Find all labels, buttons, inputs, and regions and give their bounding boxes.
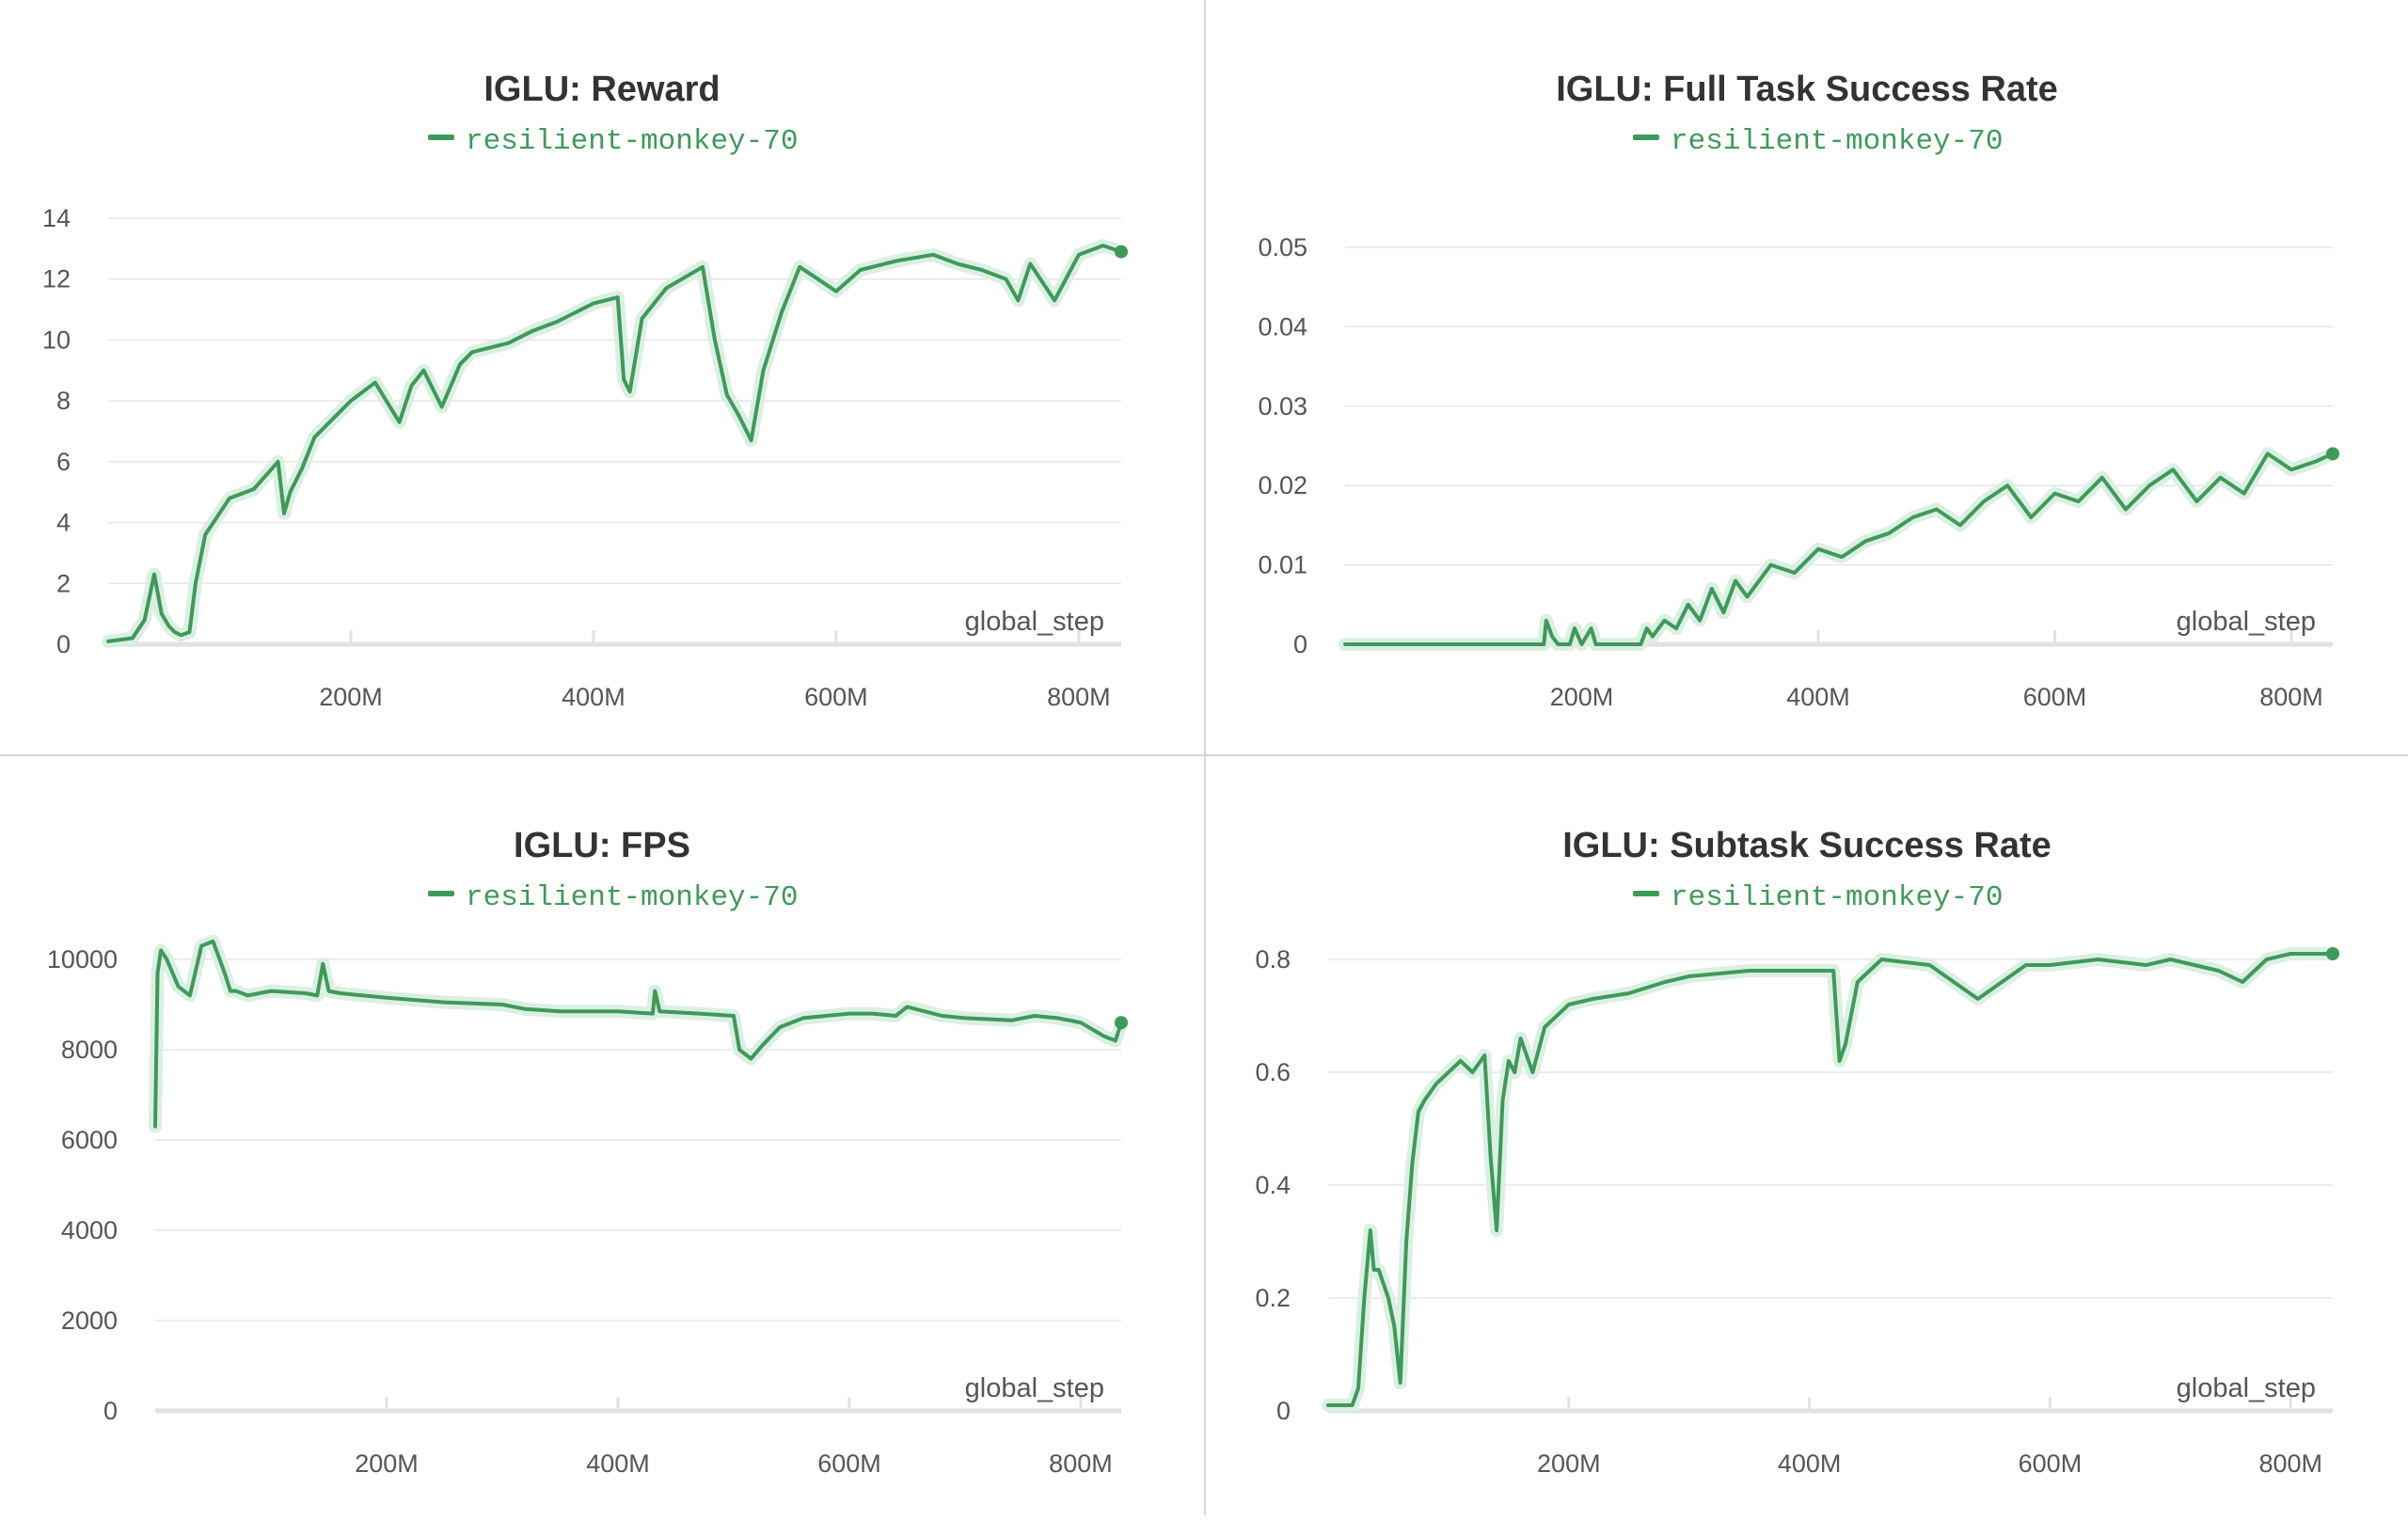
horizontal-divider [0,754,2408,756]
chart-1-y-tick-label: 0.02 [1258,471,1307,499]
chart-0-series-band [102,239,1128,648]
chart-2-y-tick-label: 8000 [61,1036,118,1064]
chart-3-x-axis-label: global_step [2177,1373,2316,1403]
chart-fps: IGLU: FPS resilient-monkey-70 0 2000 4000 600… [47,826,1128,1478]
chart-0-x-tick-label: 800M [1047,683,1111,711]
chart-3-legend-label: resilient-monkey-70 [1671,881,2003,914]
chart-1-series-line-resilient-monkey-70[interactable] [1343,451,2335,646]
panel-full-task-success-rate: IGLU: Full Task Success Rate resilient-mo… [1206,0,2408,754]
chart-2-y-tick-label: 6000 [61,1126,118,1154]
chart-0-series-line-resilient-monkey-70[interactable] [106,244,1123,643]
chart-0-x-axis-label: global_step [965,607,1104,637]
chart-2-x-axis-label: global_step [965,1373,1104,1403]
chart-2-x-tick-label: 800M [1049,1449,1113,1478]
chart-0-y-tick-label: 10 [42,325,71,354]
chart-2-x-tick-label: 600M [817,1449,881,1478]
chart-1-y-tick-label: 0 [1293,630,1307,658]
chart-0-x-tick-label: 600M [804,683,868,711]
chart-0-y-tick-label: 2 [56,569,71,597]
legend-swatch-icon [428,891,454,896]
chart-1-x-tick-label: 200M [1550,683,1614,711]
chart-3-x-tick-label: 600M [2019,1449,2083,1478]
chart-2-x-tick-label: 200M [355,1449,419,1478]
chart-0-y-tick-label: 4 [56,509,71,537]
chart-2-title: IGLU: FPS [514,826,690,865]
chart-2-y-tick-label: 0 [103,1397,118,1425]
chart-3-y-tick-label: 0.8 [1255,945,1291,974]
chart-reward: IGLU: Reward resilient-monkey-70 0 2 4 6 8 10 12… [42,70,1128,711]
chart-2-y-tick-label: 4000 [61,1216,118,1244]
chart-0-y-tick-label: 14 [42,204,71,232]
chart-3-x-tick-label: 800M [2258,1449,2322,1478]
chart-1-x-tick-label: 800M [2259,683,2323,711]
chart-2-x-tick-label: 400M [586,1449,650,1478]
chart-3-y-tick-label: 0 [1276,1397,1291,1425]
chart-1-x-axis-label: global_step [2177,607,2316,637]
chart-3-x-tick-label: 200M [1537,1449,1601,1478]
panel-subtask-success-rate: IGLU: Subtask Success Rate resilient-monk… [1206,756,2408,1515]
chart-1-title: IGLU: Full Task Success Rate [1556,70,2058,109]
legend-swatch-icon [1633,891,1659,896]
legend-swatch-icon [428,135,454,140]
chart-0-y-tick-label: 12 [42,265,71,293]
vertical-divider [1204,0,1206,1515]
chart-0-series-end-point[interactable] [1115,245,1128,259]
chart-2-series-band [149,934,1128,1133]
chart-3-y-tick-label: 0.4 [1255,1171,1291,1199]
chart-3-legend-item[interactable]: resilient-monkey-70 [1633,881,2003,914]
chart-1-x-tick-label: 400M [1786,683,1850,711]
chart-2-series-end-point[interactable] [1115,1016,1128,1030]
chart-2-legend-label: resilient-monkey-70 [466,881,798,914]
chart-3-series-end-point[interactable] [2326,947,2339,960]
chart-1-y-tick-label: 0.03 [1258,392,1307,420]
chart-subtask-success-rate: IGLU: Subtask Success Rate resilient-monk… [1255,826,2339,1478]
chart-3-series-band [1322,947,2339,1412]
chart-full-task-success-rate: IGLU: Full Task Success Rate resilient-mo… [1258,70,2339,711]
chart-0-x-tick-label: 200M [319,683,383,711]
chart-3-y-tick-label: 0.2 [1255,1284,1291,1312]
chart-0-legend-item[interactable]: resilient-monkey-70 [428,125,798,158]
chart-2-series-line-resilient-monkey-70[interactable] [153,939,1123,1129]
chart-1-y-tick-label: 0.05 [1258,233,1307,261]
chart-0-legend-label: resilient-monkey-70 [466,125,798,158]
chart-0-y-tick-label: 6 [56,448,71,476]
chart-3-x-tick-label: 400M [1778,1449,1842,1478]
chart-2-y-tick-label: 10000 [47,945,118,974]
chart-2-y-tick-label: 2000 [61,1306,118,1335]
legend-swatch-icon [1633,135,1659,140]
chart-3-series-line-resilient-monkey-70[interactable] [1326,952,2335,1407]
chart-3-title: IGLU: Subtask Success Rate [1562,826,2052,865]
chart-1-y-tick-label: 0.04 [1258,312,1307,340]
chart-1-legend-label: resilient-monkey-70 [1671,125,2003,158]
chart-1-series-end-point[interactable] [2326,447,2339,461]
chart-2-legend-item[interactable]: resilient-monkey-70 [428,881,798,914]
chart-1-y-tick-label: 0.01 [1258,551,1307,579]
chart-0-x-tick-label: 400M [562,683,626,711]
chart-0-y-tick-label: 0 [56,630,71,658]
chart-1-x-tick-label: 600M [2023,683,2087,711]
chart-3-y-tick-label: 0.6 [1255,1058,1291,1086]
chart-0-y-tick-label: 8 [56,387,71,415]
chart-1-legend-item[interactable]: resilient-monkey-70 [1633,125,2003,158]
chart-0-title: IGLU: Reward [483,70,720,109]
panel-fps: IGLU: FPS resilient-monkey-70 0 2000 4000 600… [0,756,1204,1515]
panel-reward: IGLU: Reward resilient-monkey-70 0 2 4 6 8 10 12… [0,0,1204,754]
